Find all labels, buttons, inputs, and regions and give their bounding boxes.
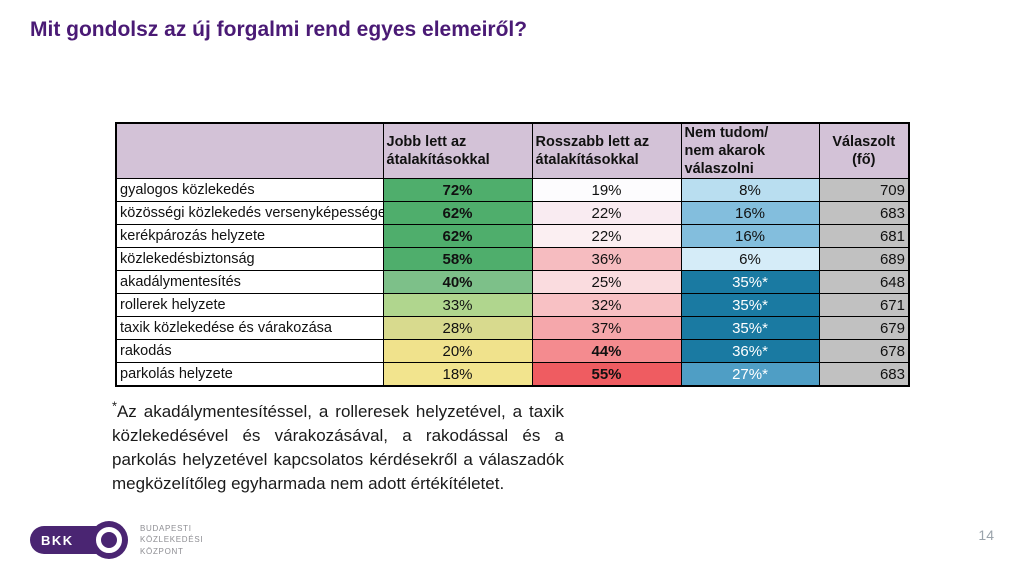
header-responded: Válaszolt (fő) — [818, 122, 910, 180]
value-cell: 62% — [382, 224, 533, 249]
bkk-circle-icon — [90, 521, 128, 559]
value-cell: 19% — [531, 178, 682, 203]
bkk-caption-line: BUDAPESTI — [140, 524, 192, 534]
header-better: Jobb lett az átalakításokkal — [382, 122, 533, 180]
table-header: Jobb lett az átalakításokkal Rosszabb le… — [115, 122, 910, 180]
value-cell: 62% — [382, 201, 533, 226]
value-cell: 40% — [382, 270, 533, 295]
value-cell: 6% — [680, 247, 820, 272]
bkk-logo-caption: BUDAPESTI KÖZLEKEDÉSI KÖZPONT — [140, 523, 203, 557]
responded-cell: 681 — [818, 224, 910, 249]
responded-cell: 671 — [818, 293, 910, 318]
table-row: rakodás 20% 44% 36%* 678 — [115, 339, 910, 364]
table-row: akadálymentesítés 40% 25% 35%* 648 — [115, 270, 910, 295]
value-cell: 27%* — [680, 362, 820, 387]
value-cell: 20% — [382, 339, 533, 364]
bkk-logo: BKK BUDAPESTI KÖZLEKEDÉSI KÖZPONT — [30, 521, 203, 559]
row-label: taxik közlekedése és várakozása — [115, 316, 384, 341]
value-cell: 36% — [531, 247, 682, 272]
table-body: gyalogos közlekedés 72% 19% 8% 709 közösségi … — [115, 178, 910, 387]
value-cell: 25% — [531, 270, 682, 295]
value-cell: 16% — [680, 201, 820, 226]
table-row: rollerek helyzete 33% 32% 35%* 671 — [115, 293, 910, 318]
bkk-logo-mark: BKK — [30, 521, 128, 559]
responded-cell: 689 — [818, 247, 910, 272]
bkk-caption-line: KÖZPONT — [140, 546, 184, 556]
value-cell: 22% — [531, 201, 682, 226]
row-label: gyalogos közlekedés — [115, 178, 384, 203]
table-row: közlekedésbiztonság 58% 36% 6% 689 — [115, 247, 910, 272]
bkk-ring-icon — [96, 527, 122, 553]
table-row: taxik közlekedése és várakozása 28% 37% 35%… — [115, 316, 910, 341]
page-title: Mit gondolsz az új forgalmi rend egyes e… — [30, 18, 528, 41]
table-row: gyalogos közlekedés 72% 19% 8% 709 — [115, 178, 910, 203]
responded-cell: 683 — [818, 362, 910, 387]
responded-cell: 679 — [818, 316, 910, 341]
row-label: akadálymentesítés — [115, 270, 384, 295]
responded-cell: 709 — [818, 178, 910, 203]
table-row: parkolás helyzete 18% 55% 27%* 683 — [115, 362, 910, 387]
value-cell: 16% — [680, 224, 820, 249]
table-row: közösségi közlekedés versenyképessége 62%… — [115, 201, 910, 226]
row-label: közlekedésbiztonság — [115, 247, 384, 272]
survey-table: Jobb lett az átalakításokkal Rosszabb le… — [115, 122, 910, 387]
value-cell: 8% — [680, 178, 820, 203]
row-label: parkolás helyzete — [115, 362, 384, 387]
value-cell: 35%* — [680, 293, 820, 318]
value-cell: 33% — [382, 293, 533, 318]
bkk-caption-line: KÖZLEKEDÉSI — [140, 535, 204, 545]
header-empty — [115, 122, 384, 180]
responded-cell: 678 — [818, 339, 910, 364]
value-cell: 58% — [382, 247, 533, 272]
row-label: rollerek helyzete — [115, 293, 384, 318]
footnote-asterisk: * — [112, 398, 117, 414]
page-number: 14 — [978, 527, 994, 543]
row-label: kerékpározás helyzete — [115, 224, 384, 249]
value-cell: 35%* — [680, 270, 820, 295]
footnote-text: Az akadálymentesítéssel, a rolleresek he… — [112, 402, 564, 493]
value-cell: 32% — [531, 293, 682, 318]
table-row: kerékpározás helyzete 62% 22% 16% 681 — [115, 224, 910, 249]
value-cell: 35%* — [680, 316, 820, 341]
header-worse: Rosszabb lett az átalakításokkal — [531, 122, 682, 180]
header-dont-know: Nem tudom/ nem akarok válaszolni — [680, 122, 820, 180]
row-label: közösségi közlekedés versenyképessége — [115, 201, 384, 226]
value-cell: 55% — [531, 362, 682, 387]
value-cell: 44% — [531, 339, 682, 364]
responded-cell: 648 — [818, 270, 910, 295]
value-cell: 28% — [382, 316, 533, 341]
value-cell: 36%* — [680, 339, 820, 364]
survey-table-container: Jobb lett az átalakításokkal Rosszabb le… — [115, 122, 910, 387]
responded-cell: 683 — [818, 201, 910, 226]
value-cell: 72% — [382, 178, 533, 203]
value-cell: 22% — [531, 224, 682, 249]
footnote: *Az akadálymentesítéssel, a rolleresek h… — [112, 398, 564, 496]
value-cell: 37% — [531, 316, 682, 341]
row-label: rakodás — [115, 339, 384, 364]
value-cell: 18% — [382, 362, 533, 387]
bkk-abbr: BKK — [41, 532, 74, 548]
